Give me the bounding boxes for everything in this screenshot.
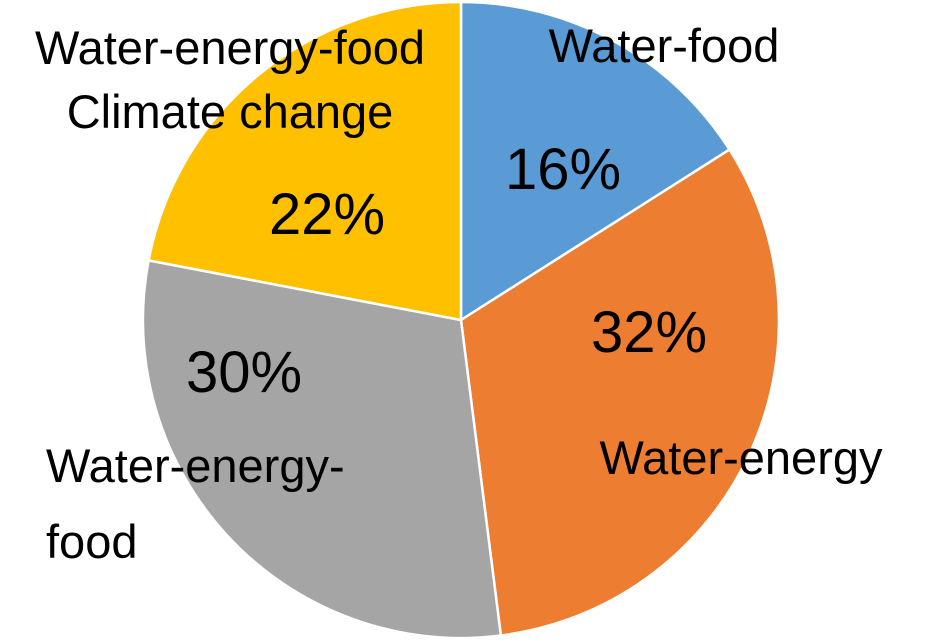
category-label-water-food: Water-food xyxy=(549,19,780,72)
pie-slice-water-energy xyxy=(459,148,781,637)
pie-labels: 16% Water-food 32% Water-energy 30% Water-ene… xyxy=(35,19,883,568)
pie-slice-water-food xyxy=(459,0,731,322)
category-label-water-energy-food-climate-change: Water-energy-food Climate change xyxy=(35,21,425,138)
category-label-water-energy: Water-energy xyxy=(600,431,883,484)
value-label-water-energy-food-climate-change: 22% xyxy=(269,182,385,247)
pie-slices xyxy=(141,0,781,640)
value-label-water-food: 16% xyxy=(505,137,621,202)
value-label-water-energy-food: 30% xyxy=(186,340,302,405)
pie-slice-water-energy-food-climate-change xyxy=(147,0,463,322)
pie-slice-water-energy-food xyxy=(141,259,503,640)
value-label-water-energy: 32% xyxy=(591,300,707,365)
category-label-water-energy-food: Water-energy-food xyxy=(46,439,345,568)
